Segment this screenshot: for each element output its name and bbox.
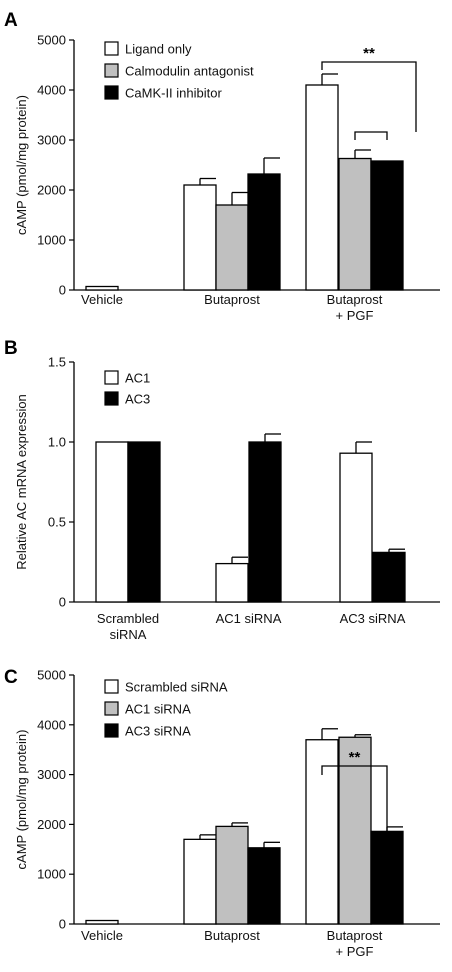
bar — [127, 441, 161, 603]
bar — [372, 551, 406, 603]
bar — [370, 830, 404, 925]
category-label: Vehicle — [81, 928, 123, 943]
y-tick-label: 2000 — [37, 817, 66, 832]
panel-letter: B — [4, 338, 18, 359]
significance-bracket — [321, 61, 417, 132]
legend-swatch — [104, 679, 119, 694]
legend-label: Scrambled siRNA — [125, 680, 228, 695]
category-label: siRNA — [110, 627, 147, 642]
bar — [305, 84, 339, 291]
legend-label: AC1 — [125, 371, 150, 386]
y-tick-label: 3000 — [37, 133, 66, 148]
y-tick-label: 0 — [59, 595, 66, 610]
y-tick-label: 1.5 — [48, 355, 66, 370]
panel-letter: A — [4, 10, 18, 31]
legend-swatch — [104, 723, 119, 738]
y-tick-label: 0 — [59, 917, 66, 932]
legend-label: AC3 siRNA — [125, 724, 191, 739]
bar — [85, 919, 119, 925]
category-label: Butaprost — [327, 292, 383, 307]
y-axis-title: Relative AC mRNA expression — [14, 394, 29, 570]
significance-bracket — [321, 765, 388, 840]
category-label: Scrambled — [97, 611, 159, 626]
bar — [338, 736, 372, 925]
bar — [85, 285, 119, 291]
bar — [247, 173, 281, 291]
bar — [247, 847, 281, 925]
category-label: Butaprost — [204, 292, 260, 307]
legend-swatch — [104, 63, 119, 78]
legend-swatch — [104, 41, 119, 56]
panel-b: B 0 0.5 1.0 1.5 Relative AC mRNA expression Sc… — [4, 338, 440, 642]
category-label: Vehicle — [81, 292, 123, 307]
legend-label: Ligand only — [125, 42, 192, 57]
legend-swatch — [104, 391, 119, 406]
legend-label: CaMK-II inhibitor — [125, 86, 222, 101]
category-label: AC3 siRNA — [340, 611, 406, 626]
y-tick-label: 5000 — [37, 33, 66, 48]
y-tick-label: 4000 — [37, 717, 66, 732]
legend-label: AC1 siRNA — [125, 702, 191, 717]
y-tick-label: 1000 — [37, 867, 66, 882]
y-tick-label: 0.5 — [48, 515, 66, 530]
significance-label: ** — [349, 749, 361, 766]
y-tick-label: 1000 — [37, 233, 66, 248]
bar — [183, 184, 217, 291]
legend-swatch — [104, 701, 119, 716]
bar — [370, 160, 404, 291]
bar — [183, 838, 217, 925]
bar — [215, 204, 249, 291]
significance-label: ** — [363, 45, 375, 62]
category-label: + PGF — [336, 308, 374, 323]
bar — [339, 452, 373, 603]
panel-a: A 0 1000 2000 3000 4000 5000 cAMP (pmol/mg prot… — [4, 10, 440, 323]
bar — [215, 562, 249, 603]
category-label: + PGF — [336, 944, 374, 959]
bar — [95, 441, 129, 603]
bar — [338, 157, 372, 291]
category-label: Butaprost — [327, 928, 383, 943]
y-tick-label: 1.0 — [48, 435, 66, 450]
legend-swatch — [104, 85, 119, 100]
legend-label: Calmodulin antagonist — [125, 64, 254, 79]
bar — [215, 825, 249, 925]
y-axis-title: cAMP (pmol/mg protein) — [14, 730, 29, 870]
y-tick-label: 4000 — [37, 83, 66, 98]
bar — [248, 441, 282, 603]
y-tick-label: 0 — [59, 283, 66, 298]
y-axis-title: cAMP (pmol/mg protein) — [14, 95, 29, 235]
category-label: AC1 siRNA — [216, 611, 282, 626]
panel-c: C 0 1000 2000 3000 4000 5000 cAMP (pmol/mg prot… — [4, 667, 440, 959]
significance-sub-bracket — [354, 131, 388, 140]
y-tick-label: 2000 — [37, 183, 66, 198]
panel-letter: C — [4, 667, 18, 688]
legend-swatch — [104, 370, 119, 385]
category-label: Butaprost — [204, 928, 260, 943]
y-tick-label: 5000 — [37, 668, 66, 683]
legend-label: AC3 — [125, 392, 150, 407]
y-tick-label: 3000 — [37, 767, 66, 782]
